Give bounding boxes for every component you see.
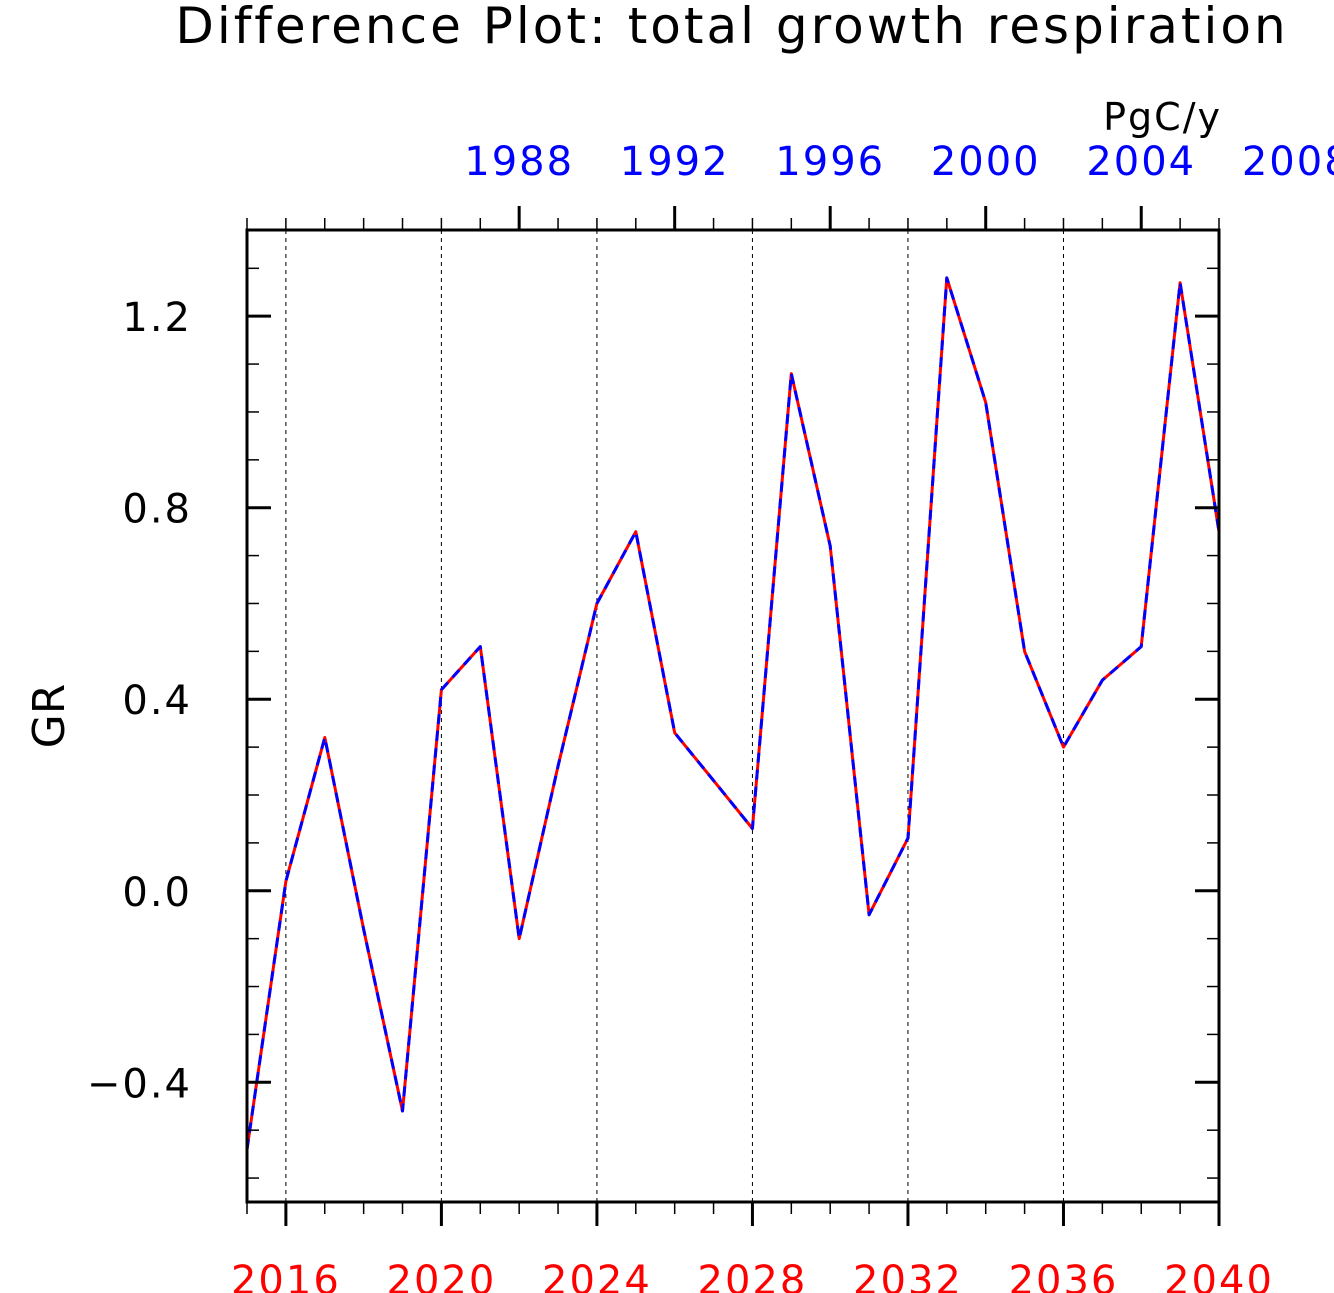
top-tick-label: 2000 xyxy=(931,139,1041,185)
top-tick-label: 2008 xyxy=(1242,139,1334,185)
x-tick-label: 2040 xyxy=(1164,1258,1274,1293)
grid-lines xyxy=(285,230,1064,1202)
plot-frame xyxy=(245,228,1221,1204)
units-label: PgC/y xyxy=(1103,95,1222,139)
y-tick-label: 1.2 xyxy=(122,295,192,341)
top-tick-label: 1996 xyxy=(775,139,885,185)
y-tick-label: 0.4 xyxy=(122,678,192,724)
chart-title: Difference Plot: total growth respiratio… xyxy=(175,0,1288,55)
axes: 2016 2020 2024 2028 2032 2036 2040 1988 1992 1996… xyxy=(87,139,1334,1293)
x-tick-label: 2028 xyxy=(698,1258,808,1293)
top-tick-label: 1992 xyxy=(620,139,730,185)
top-tick-label: 1988 xyxy=(464,139,574,185)
series-line-1 xyxy=(245,276,1221,1150)
series-line-2 xyxy=(245,276,1221,1150)
y-axis-label: GR xyxy=(24,684,75,749)
y-tick-label: 0.8 xyxy=(122,487,192,533)
x-tick-label: 2036 xyxy=(1009,1258,1119,1293)
x-tick-label: 2020 xyxy=(387,1258,497,1293)
y-tick-label: −0.4 xyxy=(87,1061,192,1107)
y-tick-label: 0.0 xyxy=(122,870,192,916)
x-tick-label: 2032 xyxy=(853,1258,963,1293)
top-tick-label: 2004 xyxy=(1086,139,1196,185)
x-tick-label: 2016 xyxy=(231,1258,341,1293)
x-tick-label: 2024 xyxy=(542,1258,652,1293)
series-lines xyxy=(245,276,1221,1150)
